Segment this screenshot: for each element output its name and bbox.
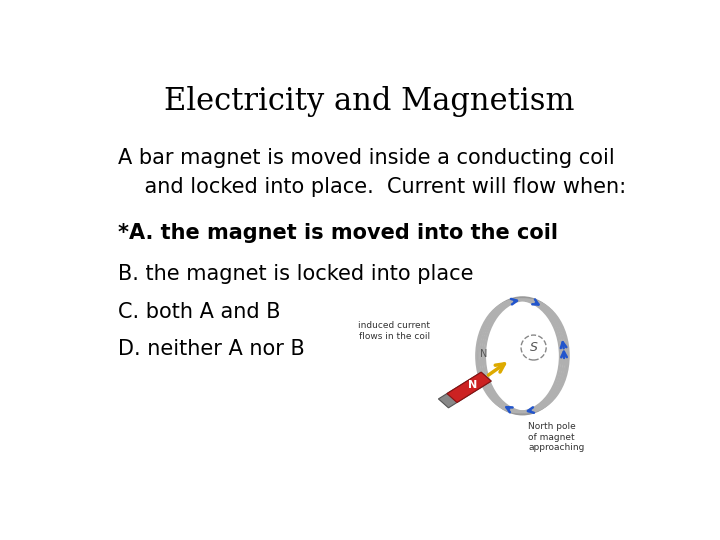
Text: Electricity and Magnetism: Electricity and Magnetism — [163, 85, 575, 117]
Polygon shape — [447, 372, 491, 402]
Text: *A. the magnet is moved into the coil: *A. the magnet is moved into the coil — [118, 223, 558, 243]
Text: D. neither A nor B: D. neither A nor B — [118, 339, 305, 359]
Text: B. the magnet is locked into place: B. the magnet is locked into place — [118, 265, 474, 285]
Text: and locked into place.  Current will flow when:: and locked into place. Current will flow… — [118, 177, 626, 197]
Text: North pole
of magnet
approaching: North pole of magnet approaching — [528, 422, 585, 452]
Text: S: S — [530, 341, 538, 354]
Text: induced current
flows in the coil: induced current flows in the coil — [359, 321, 431, 341]
Polygon shape — [438, 372, 491, 408]
Text: A bar magnet is moved inside a conducting coil: A bar magnet is moved inside a conductin… — [118, 148, 615, 168]
Text: N: N — [468, 380, 477, 390]
Text: C. both A and B: C. both A and B — [118, 302, 280, 322]
Text: N: N — [480, 349, 487, 359]
